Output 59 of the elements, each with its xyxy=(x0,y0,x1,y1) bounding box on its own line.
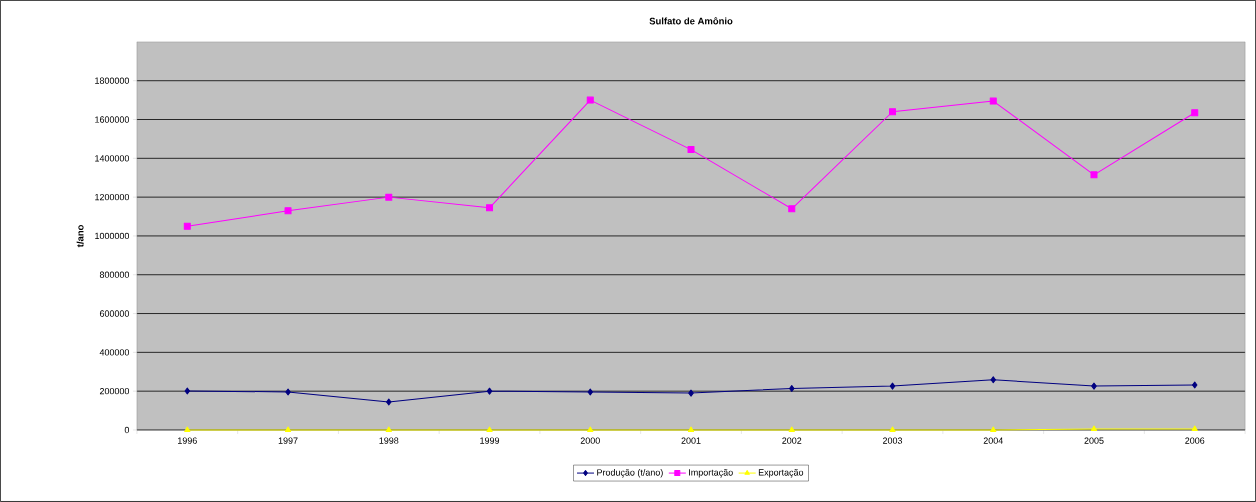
point xyxy=(1090,171,1098,179)
point xyxy=(1191,425,1198,432)
point xyxy=(184,426,191,433)
y-tick-label: 200000 xyxy=(99,388,130,395)
point xyxy=(486,426,493,433)
x-tick-label: 2001 xyxy=(681,437,701,444)
x-tick-label: 2004 xyxy=(983,437,1003,444)
point xyxy=(486,387,493,395)
point xyxy=(285,388,291,396)
point xyxy=(990,376,996,384)
x-tick-label: 2003 xyxy=(882,437,903,444)
point xyxy=(385,426,392,433)
x-tick-label: 2005 xyxy=(1084,437,1104,444)
chart-title: Sulfato de Amônio xyxy=(649,17,733,25)
x-tick-label: 2002 xyxy=(782,437,802,444)
legend-label: Importação xyxy=(689,469,733,478)
point xyxy=(789,385,795,392)
legend-label: Exportação xyxy=(758,469,804,478)
point xyxy=(889,426,896,433)
point xyxy=(284,207,292,215)
y-tick-label: 800000 xyxy=(99,271,130,278)
y-tick-label: 1600000 xyxy=(95,116,130,123)
point xyxy=(889,382,896,390)
point xyxy=(687,426,695,433)
y-tick-label: 400000 xyxy=(99,349,130,356)
point xyxy=(386,398,392,406)
x-tick-label: 1999 xyxy=(480,437,500,444)
point xyxy=(688,389,694,397)
point xyxy=(183,222,191,230)
point xyxy=(385,193,393,201)
point xyxy=(1091,382,1097,390)
y-tick-label: 1000000 xyxy=(95,232,130,240)
point xyxy=(586,96,594,104)
point xyxy=(486,204,494,212)
x-tick-label: 1997 xyxy=(278,437,298,444)
y-tick-label: 1400000 xyxy=(95,155,130,162)
x-tick-label: 1996 xyxy=(178,437,197,444)
y-tick-label: 1800000 xyxy=(95,77,130,84)
point xyxy=(284,426,292,433)
point xyxy=(184,387,191,395)
y-tick-label: 1200000 xyxy=(95,194,130,201)
point xyxy=(788,205,796,213)
y-tick-label: 0 xyxy=(124,426,130,434)
point xyxy=(1191,109,1199,117)
x-tick-label: 1998 xyxy=(379,437,399,444)
x-tick-label: 2000 xyxy=(580,437,600,444)
legend-label: Produção (t/ano) xyxy=(597,469,663,478)
y-tick-label: 600000 xyxy=(99,310,130,317)
point xyxy=(990,426,997,433)
x-tick-label: 2006 xyxy=(1185,437,1205,444)
point xyxy=(687,146,695,154)
point xyxy=(587,426,594,433)
point xyxy=(1090,425,1098,432)
point xyxy=(1191,381,1198,389)
point xyxy=(889,108,896,116)
point xyxy=(989,97,997,105)
point xyxy=(587,388,594,396)
y-axis-title: t/ano xyxy=(76,225,84,248)
point xyxy=(788,426,795,433)
